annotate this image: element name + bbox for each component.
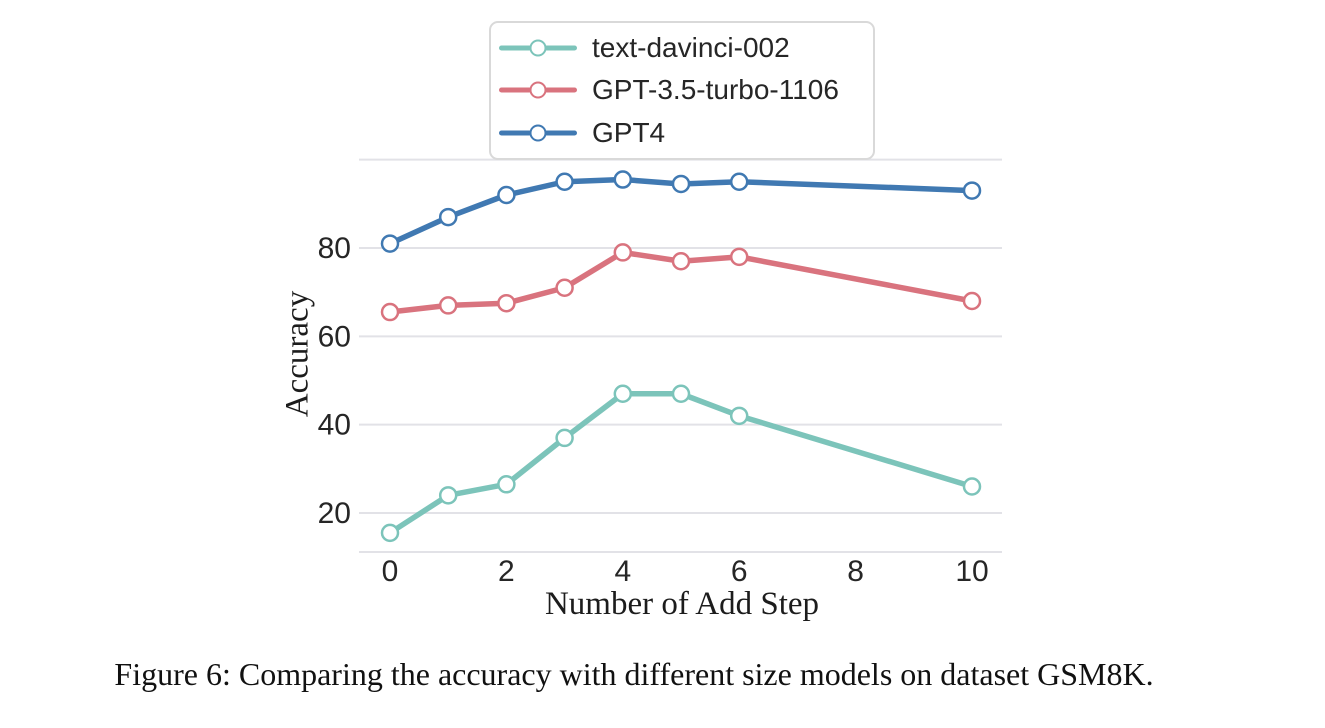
legend-item: GPT4 <box>499 114 867 152</box>
data-point-marker <box>729 172 749 191</box>
data-point-marker <box>671 384 691 403</box>
data-point-marker <box>438 207 458 227</box>
x-tick-label: 10 <box>955 555 988 588</box>
y-tick-label: 20 <box>318 497 351 530</box>
x-tick-label: 2 <box>498 555 515 588</box>
data-point-marker <box>438 296 458 315</box>
data-point-marker <box>380 523 400 543</box>
x-tick-label: 4 <box>614 555 631 588</box>
series-line-GPT-3.5-turbo-1106 <box>387 249 975 315</box>
legend-label: GPT4 <box>592 116 666 148</box>
legend-label: GPT-3.5-turbo-1106 <box>592 74 839 106</box>
data-point-marker <box>438 486 458 505</box>
line-chart-canvas: 20 40 60 80 0 2 4 6 8 10 <box>318 158 1002 588</box>
line-marker-icon <box>499 80 577 100</box>
data-point-marker <box>962 291 982 311</box>
data-point-marker <box>962 181 982 200</box>
x-tick-label: 0 <box>382 555 399 588</box>
figure-caption: Figure 6: Comparing the accuracy with di… <box>114 656 1154 692</box>
y-tick-label: 60 <box>318 320 351 353</box>
y-tick-label: 80 <box>318 232 351 265</box>
tick-labels: 20 40 60 80 0 2 4 6 8 10 <box>318 232 989 588</box>
data-point-marker <box>555 172 574 191</box>
data-point-marker <box>555 278 574 297</box>
data-point-marker <box>962 477 982 496</box>
data-point-marker <box>729 406 749 426</box>
legend-circle-marker-icon <box>529 39 547 57</box>
data-point-marker <box>497 185 516 205</box>
data-point-marker <box>380 234 400 253</box>
data-point-marker <box>671 174 691 194</box>
legend-item: GPT-3.5-turbo-1106 <box>499 71 867 109</box>
x-tick-label: 6 <box>731 555 748 588</box>
data-point-marker <box>671 251 691 271</box>
legend-box: text-davinci-002 GPT-3.5-turbo-1106 GPT4 <box>489 21 875 160</box>
data-point-marker <box>497 293 516 313</box>
data-point-marker <box>613 170 633 189</box>
legend-circle-marker-icon <box>529 81 547 99</box>
line-marker-icon <box>499 123 577 143</box>
y-axis-title: Accuracy <box>279 290 316 418</box>
x-tick-label: 8 <box>847 555 864 588</box>
legend-label: text-davinci-002 <box>592 32 790 64</box>
data-point-marker <box>613 243 633 262</box>
data-point-marker <box>729 247 749 267</box>
series-line-GPT4 <box>387 176 975 247</box>
data-point-marker <box>613 384 633 403</box>
line-marker-icon <box>499 38 577 58</box>
legend-item: text-davinci-002 <box>499 29 867 67</box>
series-line-text-davinci-002 <box>387 390 975 536</box>
x-axis-title: Number of Add Step <box>544 586 820 622</box>
data-point-marker <box>380 302 400 322</box>
data-series <box>380 170 982 543</box>
data-point-marker <box>555 428 574 448</box>
y-tick-label: 40 <box>318 409 351 442</box>
data-point-marker <box>497 475 516 494</box>
legend-circle-marker-icon <box>529 124 547 142</box>
